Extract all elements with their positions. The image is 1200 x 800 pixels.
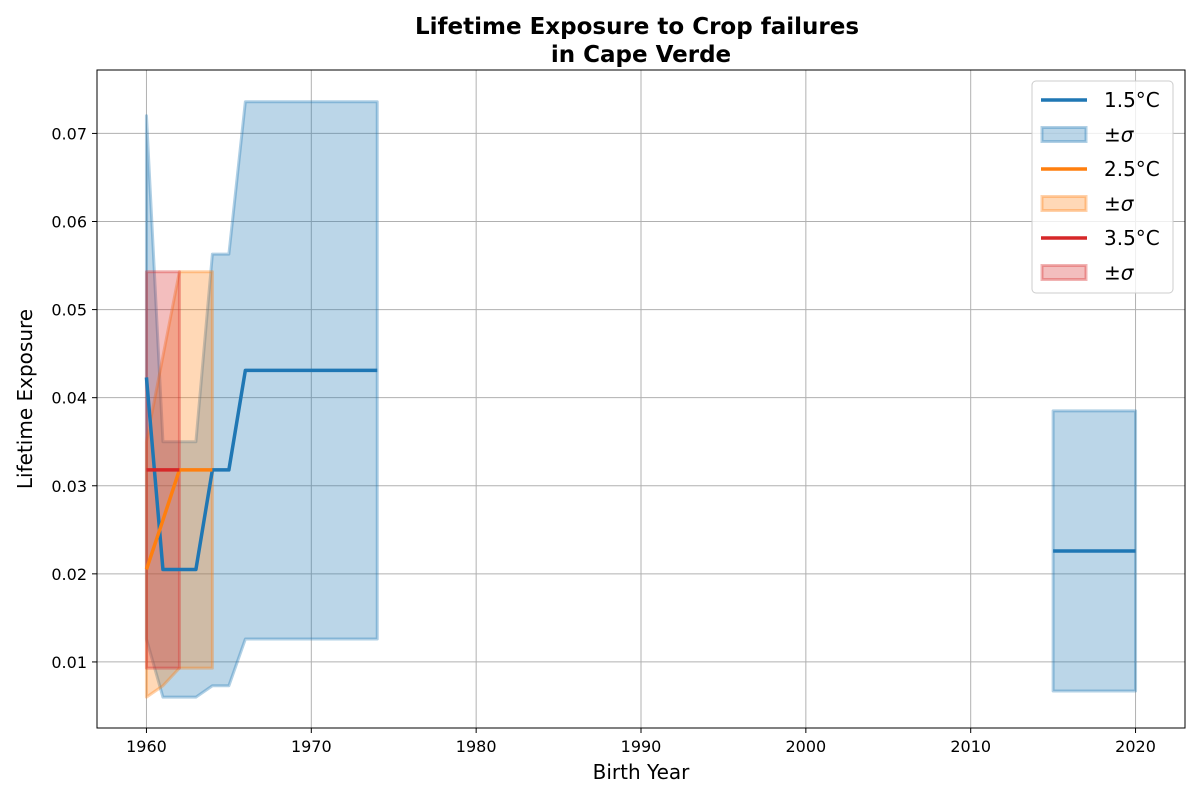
legend-label-series-3: 3.5°C: [1104, 226, 1160, 250]
legend-band-label-2: ±σ: [1104, 192, 1135, 216]
x-tick-label: 1990: [621, 737, 662, 756]
line-series-1: [144, 368, 378, 572]
x-axis-ticks: 1960 1970 1980 1990 2000 2010 2020: [126, 728, 1156, 756]
legend-label-series-2: 2.5°C: [1104, 157, 1160, 181]
legend-band-swatch-2: [1040, 195, 1088, 212]
y-tick-label: 0.06: [51, 213, 87, 232]
y-tick-label: 0.01: [51, 653, 87, 672]
y-axis-ticks: 0.01 0.02 0.03 0.04 0.05 0.06 0.07: [51, 124, 97, 672]
chart-title-line-1: Lifetime Exposure to Crop failures: [415, 14, 859, 40]
band-series-2: [144, 270, 214, 699]
legend-frame: [1031, 80, 1174, 294]
y-tick-label: 0.07: [51, 124, 87, 143]
band-series-1: [144, 100, 379, 699]
x-tick-label: 1960: [126, 737, 167, 756]
chart-title-line-2: in Cape Verde: [551, 42, 731, 68]
y-tick-label: 0.04: [51, 389, 87, 408]
legend: 1.5°C ±σ 2.5°C ±σ 3.5°C ±σ: [1031, 80, 1174, 294]
x-tick-label: 1980: [456, 737, 497, 756]
grid: [97, 70, 1185, 728]
legend-band-swatch-3: [1040, 264, 1088, 281]
y-tick-label: 0.05: [51, 301, 87, 320]
x-tick-label: 2010: [950, 737, 991, 756]
x-tick-label: 2000: [785, 737, 826, 756]
y-tick-label: 0.02: [51, 565, 87, 584]
series-lines: [144, 368, 1136, 572]
y-axis-label: Lifetime Exposure: [13, 309, 37, 489]
legend-band-label-3: ±σ: [1104, 261, 1135, 285]
legend-label-series-1: 1.5°C: [1104, 88, 1160, 112]
legend-band-label-1: ±σ: [1104, 123, 1135, 147]
y-tick-label: 0.03: [51, 477, 87, 496]
x-axis-label: Birth Year: [593, 760, 690, 784]
legend-band-swatch-1: [1040, 126, 1088, 143]
x-tick-label: 2020: [1115, 737, 1156, 756]
x-tick-label: 1970: [291, 737, 332, 756]
